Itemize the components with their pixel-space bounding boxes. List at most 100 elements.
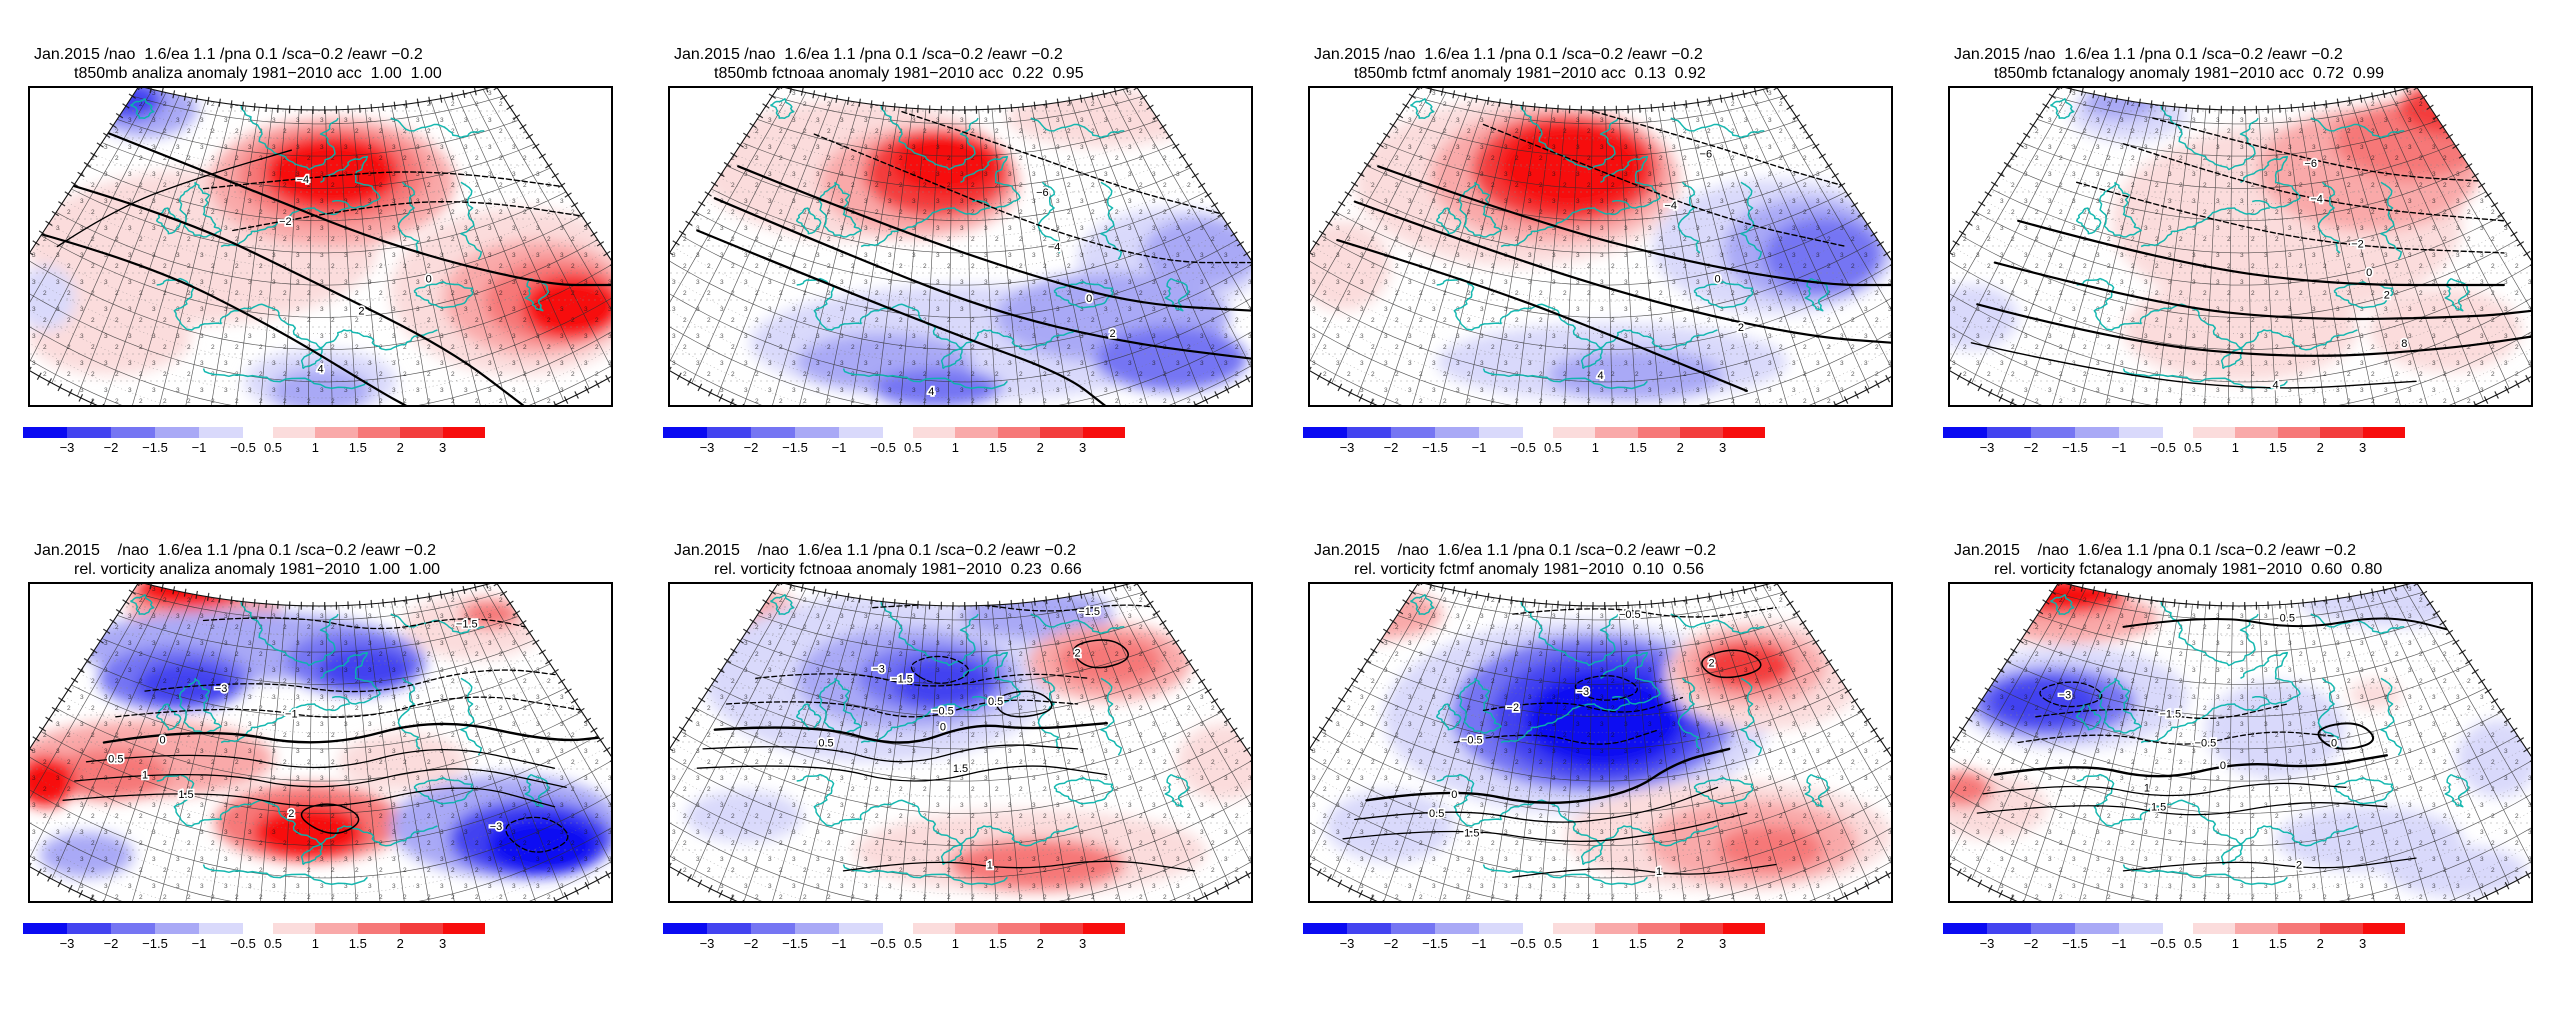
contour-label: −4 (1664, 200, 1677, 212)
colorbar-segment (795, 427, 839, 438)
contour-label: −1.5 (1078, 606, 1100, 618)
colorbar-segment (2320, 427, 2363, 438)
colorbar-segment (1040, 923, 1083, 934)
colorbar-segment (111, 923, 155, 934)
panel-title-indices: Jan.2015 /nao 1.6/ea 1.1 /pna 0.1 /sca−0… (1954, 46, 2343, 63)
colorbar-tick-label: −3 (1339, 440, 1355, 455)
colorbar-tick-label: 2 (2316, 440, 2324, 455)
contour-label: −1.5 (456, 619, 478, 631)
contour-label: −0.5 (1619, 609, 1641, 621)
colorbar-segment (1479, 923, 1523, 934)
contour-label: −3 (2059, 689, 2072, 701)
colorbar-segment (1722, 923, 1765, 934)
colorbar-tick-label: −2 (103, 936, 119, 951)
colorbar-segment (955, 923, 998, 934)
panel-title-field: t850mb fctanalogy anomaly 1981−2010 acc … (1994, 65, 2385, 82)
panel-title-indices: Jan.2015 /nao 1.6/ea 1.1 /pna 0.1 /sca−0… (1314, 542, 1717, 559)
contour-label: 1 (1656, 866, 1662, 878)
colorbar-tick-label: −1.5 (1422, 440, 1448, 455)
colorbar-segment (1680, 923, 1723, 934)
contour-label: −6 (1700, 148, 1713, 160)
colorbar-segment (2193, 923, 2236, 934)
colorbar-tick-label: 2 (2316, 936, 2324, 951)
colorbar: −3 −2 −1.5 −1 −0.5 0.5 1 1.5 2 3 (663, 923, 1133, 957)
colorbar-segment (1303, 427, 1347, 438)
contour-label: 0.5 (988, 696, 1003, 708)
contour-label: 1 (2144, 782, 2150, 794)
colorbar-segment (913, 923, 956, 934)
panel-title-indices: Jan.2015 /nao 1.6/ea 1.1 /pna 0.1 /sca−0… (34, 46, 423, 63)
colorbar-segment (67, 923, 111, 934)
contour-label: −4 (1048, 242, 1061, 254)
contour-label: 2 (2384, 290, 2390, 302)
colorbar-tick-label: 1 (311, 936, 320, 951)
colorbar-tick-label: 3 (2358, 440, 2367, 455)
panel-title-field: t850mb analiza anomaly 1981−2010 acc 1.0… (74, 65, 442, 82)
anomaly-map: 0 0.5 1.5 −0.5 −1.5 −3 2 0.5 −1.5 1 (668, 582, 1253, 903)
panel-vort-fctanalogy: Jan.2015 /nao 1.6/ea 1.1 /pna 0.1 /sca−0… (1943, 541, 2533, 1021)
panel-title-indices: Jan.2015 /nao 1.6/ea 1.1 /pna 0.1 /sca−0… (1314, 46, 1703, 63)
anomaly-map: 0 11.5 −0.5 −1.5 −3 0 0.5 2 (1948, 582, 2533, 903)
colorbar-segment (199, 923, 243, 934)
anomaly-map: 0 0.5 1.5 −0.5 −2 −3 2 −0.5 1 (1308, 582, 1893, 903)
colorbar-tick-label: 0.5 (263, 440, 283, 455)
colorbar-segment (357, 427, 401, 438)
colorbar-segment (997, 427, 1041, 438)
panel-title-indices: Jan.2015 /nao 1.6/ea 1.1 /pna 0.1 /sca−0… (674, 542, 1077, 559)
colorbar-tick-label: 1 (951, 440, 960, 455)
contour-label: 0 (1086, 293, 1092, 305)
colorbar-segment (1987, 923, 2031, 934)
panel-title-indices: Jan.2015 /nao 1.6/ea 1.1 /pna 0.1 /sca−0… (674, 46, 1063, 63)
colorbar-tick-label: −1 (2111, 440, 2127, 455)
colorbar-segment (2193, 427, 2236, 438)
contour-label: 0 (1451, 789, 1457, 801)
colorbar-tick-label: −2 (743, 440, 759, 455)
colorbar-segment (751, 923, 795, 934)
contour-label: 0 (2331, 738, 2337, 750)
contour-label: −6 (1036, 187, 1049, 199)
colorbar-segment (1082, 427, 1125, 438)
colorbar-tick-label: 2 (396, 936, 404, 951)
colorbar-segment (1595, 923, 1638, 934)
colorbar-segment (663, 427, 707, 438)
colorbar-tick-label: −1.5 (782, 440, 808, 455)
colorbar-tick-label: −3 (1979, 936, 1995, 951)
contour-label: 0.5 (2280, 612, 2295, 624)
colorbar-segment (1553, 923, 1596, 934)
colorbar-tick-label: 0.5 (1543, 440, 1563, 455)
contour-label: 4 (928, 386, 934, 398)
contour-label: 1.5 (953, 763, 968, 775)
colorbar-tick-label: 3 (1718, 440, 1727, 455)
colorbar-segment (199, 427, 243, 438)
colorbar-tick-label: 3 (438, 440, 447, 455)
contour-label: 0.5 (108, 754, 123, 766)
contour-label: −3 (490, 821, 503, 833)
colorbar-tick-label: 1 (2231, 936, 2240, 951)
colorbar-tick-label: −3 (59, 936, 75, 951)
colorbar-tick-label: −2 (743, 936, 759, 951)
colorbar-tick-label: −1.5 (142, 936, 168, 951)
panel-t850-fctnoaa: Jan.2015 /nao 1.6/ea 1.1 /pna 0.1 /sca−0… (663, 45, 1253, 525)
colorbar-tick-label: 1.5 (348, 936, 367, 951)
contour-label: −2 (1507, 702, 1520, 714)
contour-label: −4 (2310, 193, 2323, 205)
contour-label: 0.5 (1429, 808, 1444, 820)
colorbar-tick-label: −0.5 (1510, 936, 1536, 951)
colorbar-segment (1637, 923, 1681, 934)
colorbar-tick-label: −0.5 (1510, 440, 1536, 455)
colorbar-segment (2119, 923, 2163, 934)
colorbar-segment (795, 923, 839, 934)
colorbar-tick-label: −2 (1383, 936, 1399, 951)
colorbar-segment (442, 923, 485, 934)
colorbar-tick-label: −0.5 (230, 440, 256, 455)
colorbar-segment (155, 923, 199, 934)
colorbar-tick-label: 0.5 (2183, 936, 2203, 951)
contour-label: 2 (2296, 860, 2302, 872)
colorbar-segment (997, 923, 1041, 934)
colorbar-segment (1553, 427, 1596, 438)
contour-label: 2 (1709, 657, 1715, 669)
colorbar-tick-label: 2 (1676, 936, 1684, 951)
contour-label: −3 (872, 664, 885, 676)
colorbar: −3 −2 −1.5 −1 −0.5 0.5 1 1.5 2 3 (1943, 427, 2413, 461)
colorbar-tick-label: 3 (1718, 936, 1727, 951)
